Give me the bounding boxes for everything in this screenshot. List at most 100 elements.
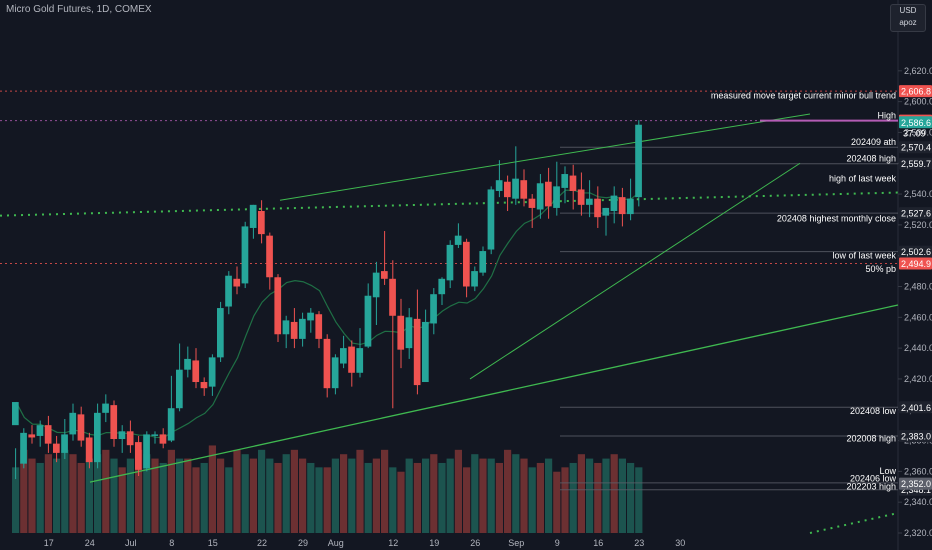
- volume-bar: [422, 458, 430, 533]
- price-tick-label: 2,520.00: [904, 220, 932, 230]
- candle-body: [627, 198, 634, 215]
- candle-body: [586, 198, 593, 205]
- candle-body: [545, 181, 552, 207]
- volume-bar: [528, 467, 536, 533]
- time-tick-label: 19: [429, 538, 439, 548]
- price-tick-label: 2,540.00: [904, 189, 932, 199]
- candle-body: [479, 251, 487, 273]
- volume-bar: [217, 458, 225, 533]
- candle-body: [536, 183, 544, 210]
- long-trend-line: [89, 304, 899, 483]
- currency-selector[interactable]: USD apoz: [890, 4, 926, 32]
- price-tick-label: 2,460.00: [904, 312, 932, 322]
- candle-body: [487, 189, 495, 250]
- volume-bar: [381, 449, 389, 533]
- volume-bar: [274, 462, 282, 533]
- volume-bar: [102, 449, 110, 533]
- candle-body: [520, 180, 528, 199]
- volume-bar: [446, 458, 454, 533]
- level-price-tag: 2,502.6: [901, 247, 931, 257]
- candle-body: [217, 308, 224, 358]
- level-price-tag: 2,570.4: [901, 143, 931, 153]
- level-price-tag-bg: [899, 207, 932, 220]
- candle-body: [610, 195, 618, 212]
- candle-body: [69, 412, 77, 435]
- candle-body: [577, 189, 585, 205]
- candle-body: [463, 241, 470, 287]
- level-annotation: 50% pb: [865, 264, 896, 274]
- volume-bar: [200, 462, 208, 533]
- candle-body: [143, 434, 150, 469]
- volume-bar: [143, 454, 151, 533]
- time-tick-label: 16: [593, 538, 603, 548]
- candle-body: [258, 211, 265, 235]
- dotted-support-line: [0, 191, 899, 217]
- level-price-tag-bg: [899, 245, 932, 258]
- candle-body: [208, 357, 216, 387]
- volume-bar: [504, 449, 512, 533]
- volume-bar: [135, 449, 143, 533]
- candle-body: [315, 314, 323, 339]
- volume-bar: [561, 467, 569, 533]
- volume-bar: [618, 458, 626, 533]
- candle-body: [422, 321, 429, 383]
- volume-bar: [495, 462, 503, 533]
- time-tick-label: 24: [85, 538, 95, 548]
- candle-body: [151, 434, 159, 436]
- volume-bar: [438, 462, 446, 533]
- candle-body: [323, 338, 331, 389]
- candle-body: [528, 198, 536, 208]
- volume-bar: [118, 467, 126, 533]
- volume-bar: [364, 462, 372, 533]
- volume-bar: [602, 458, 610, 533]
- volume-bar: [315, 467, 323, 533]
- candle-body: [282, 320, 290, 335]
- level-annotation: high of last week: [829, 173, 897, 183]
- candle-body: [266, 235, 273, 278]
- candle-body: [602, 207, 610, 216]
- time-tick-label: 26: [470, 538, 480, 548]
- volume-bar: [553, 471, 561, 533]
- candle-body: [94, 412, 101, 463]
- level-price-tag-bg: [899, 401, 932, 414]
- volume-bar: [241, 454, 249, 533]
- level-annotation: 202408 low: [850, 406, 897, 416]
- level-annotation: 202406 low: [850, 474, 897, 484]
- volume-bar: [20, 449, 28, 533]
- level-price-tag: 2,494.9: [901, 259, 931, 269]
- level-price-tag: 2,348.1: [901, 485, 931, 495]
- volume-bar: [627, 462, 635, 533]
- volume-bar: [282, 454, 290, 533]
- level-price-tag: 2,606.8: [901, 87, 931, 97]
- candle-body: [635, 124, 642, 198]
- symbol-legend: Micro Gold Futures, 1D, COMEX: [6, 4, 152, 15]
- level-price-tag: 2,383.0: [901, 431, 931, 441]
- level-annotation: 202408 highest monthly close: [777, 213, 896, 223]
- symbol-title: Micro Gold Futures, 1D, COMEX: [6, 4, 152, 15]
- level-annotation: 202409 ath: [851, 137, 896, 147]
- level-annotation: High: [877, 111, 896, 121]
- candle-body: [389, 278, 396, 316]
- volume-bar: [176, 458, 184, 533]
- price-tick-label: 2,420.00: [904, 374, 932, 384]
- candle-body: [85, 437, 93, 463]
- volume-bar: [397, 471, 405, 533]
- time-tick-label: 23: [634, 538, 644, 548]
- price-tick-label: 2,340.00: [904, 497, 932, 507]
- measured-move-annotation: measured move target current minor bull …: [711, 91, 896, 101]
- volume-bar: [258, 449, 266, 533]
- currency-label: USD: [899, 6, 917, 15]
- volume-bar: [28, 458, 36, 533]
- volume-bar: [249, 458, 257, 533]
- candle-body: [12, 402, 19, 426]
- price-tick-label: 2,480.00: [904, 282, 932, 292]
- price-tick-label: 2,600.00: [904, 97, 932, 107]
- candle-body: [36, 425, 44, 436]
- volume-bar: [323, 467, 331, 533]
- candle-body: [512, 178, 519, 199]
- volume-bar: [159, 462, 167, 533]
- volume-bar: [69, 454, 77, 533]
- volume-bar: [487, 458, 495, 533]
- price-tick-label: 2,360.00: [904, 466, 932, 476]
